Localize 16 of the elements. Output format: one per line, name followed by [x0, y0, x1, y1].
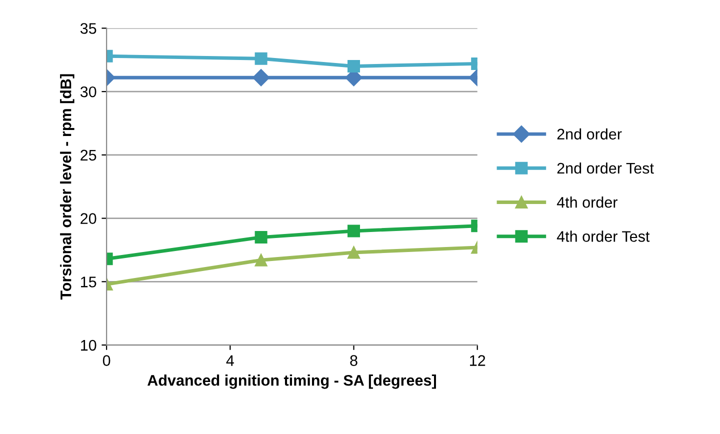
y-tick-label: 15 [81, 276, 96, 288]
legend-label: 4th order Test [556, 230, 650, 242]
x-tick-label: 0 [102, 355, 110, 366]
legend-label: 2nd order Test [557, 162, 654, 174]
legend-label: 4th order [556, 196, 618, 208]
x-axis-title: Advanced ignition timing - SA [degrees] [147, 374, 436, 389]
y-tick-label: 20 [80, 213, 96, 224]
y-tick-label: 25 [80, 150, 96, 161]
x-tick-label: 8 [350, 355, 358, 366]
y-axis-title: Torsional order level - rpm [dB] [60, 74, 74, 300]
y-tick-label: 10 [81, 340, 96, 351]
y-tick-label: 30 [80, 86, 96, 98]
y-tick-label: 35 [80, 23, 96, 34]
x-tick-label: 12 [470, 355, 486, 366]
legend-label: 2nd order [557, 128, 622, 140]
x-tick-label: 4 [226, 355, 234, 366]
